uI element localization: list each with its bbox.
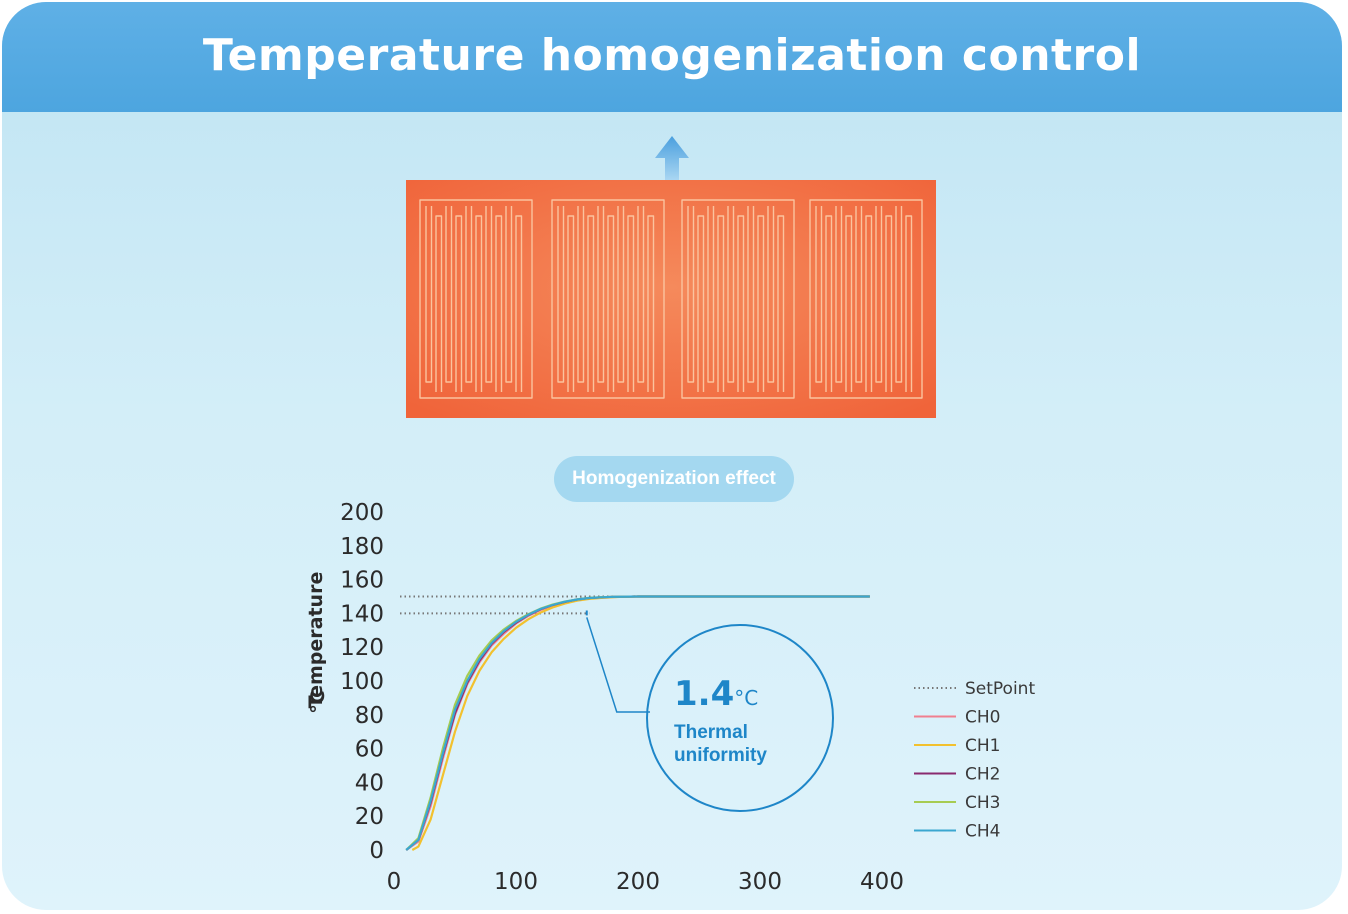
- y-axis-unit: °C: [307, 690, 329, 713]
- x-tick-label: 200: [616, 869, 660, 895]
- homogenization-effect-badge: Homogenization effect: [554, 456, 794, 502]
- y-tick-label: 200: [340, 500, 384, 526]
- callout-connector: [586, 617, 650, 713]
- y-tick-label: 60: [355, 737, 384, 763]
- series-line-ch4: [405, 595, 870, 851]
- x-tick-label: 0: [387, 869, 402, 895]
- heater-element-image: [406, 180, 936, 418]
- uniformity-value: 1.4: [674, 674, 735, 714]
- legend-label: CH1: [965, 736, 1000, 756]
- y-tick-label: 40: [355, 770, 384, 796]
- y-tick-label: 20: [355, 804, 384, 830]
- y-tick-label: 100: [340, 669, 384, 695]
- uniformity-caption-line2: uniformity: [674, 745, 767, 766]
- uniformity-caption-line1: Thermal: [674, 722, 748, 743]
- title-banner: Temperature homogenization control: [2, 2, 1342, 112]
- legend-label: CH4: [965, 822, 1000, 842]
- y-tick-label: 140: [340, 601, 384, 627]
- y-tick-label: 160: [340, 568, 384, 594]
- y-axis-label: Temperature: [305, 572, 327, 709]
- y-tick-label: 0: [369, 838, 384, 864]
- legend-label: SetPoint: [965, 679, 1035, 699]
- page-title: Temperature homogenization control: [202, 29, 1142, 81]
- up-arrow-icon: [655, 136, 689, 180]
- uniformity-annotation: 1.4°C Thermal uniformity: [646, 624, 834, 812]
- y-tick-label: 80: [355, 703, 384, 729]
- badge-label: Homogenization effect: [572, 468, 776, 489]
- legend-label: CH0: [965, 708, 1000, 728]
- uniformity-unit: °C: [734, 686, 759, 710]
- y-tick-label: 120: [340, 635, 384, 661]
- x-tick-label: 100: [494, 869, 538, 895]
- x-tick-label: 300: [738, 869, 782, 895]
- y-tick-label: 180: [340, 534, 384, 560]
- legend-label: CH2: [965, 765, 1000, 785]
- x-tick-label: 400: [860, 869, 904, 895]
- legend-label: CH3: [965, 793, 1000, 813]
